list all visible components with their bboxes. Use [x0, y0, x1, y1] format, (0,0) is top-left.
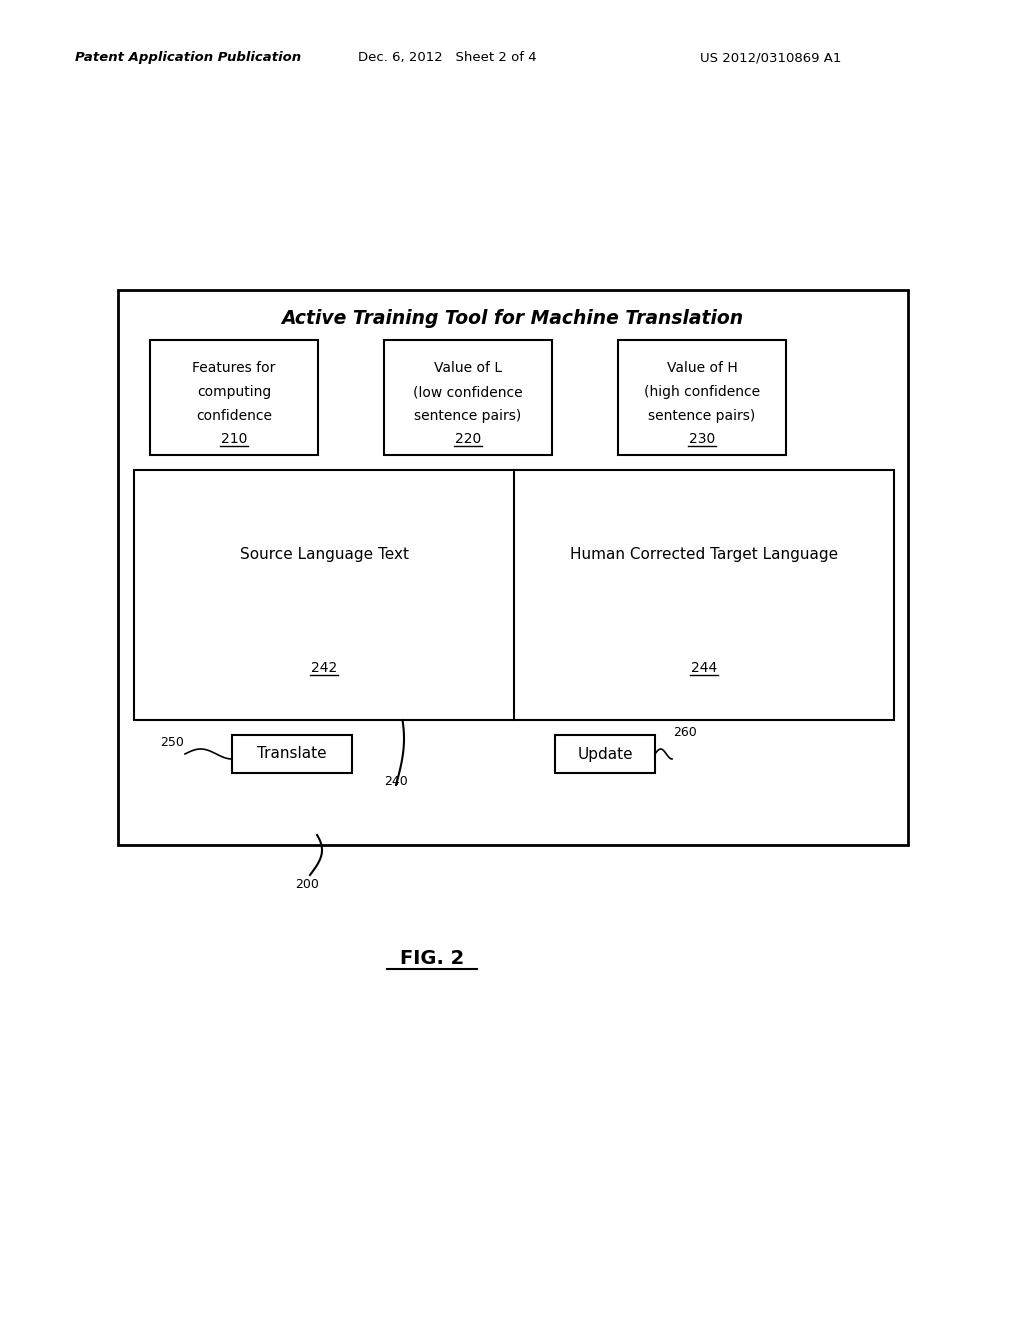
Text: Human Corrected Target Language: Human Corrected Target Language — [570, 548, 838, 562]
Text: computing: computing — [197, 385, 271, 399]
Text: Active Training Tool for Machine Translation: Active Training Tool for Machine Transla… — [281, 309, 743, 327]
Bar — [134, 470, 894, 719]
Text: Features for: Features for — [193, 360, 275, 375]
Text: 210: 210 — [221, 432, 247, 446]
Text: FIG. 2: FIG. 2 — [400, 949, 464, 968]
Text: confidence: confidence — [196, 409, 272, 422]
Text: Source Language Text: Source Language Text — [240, 548, 409, 562]
Bar — [555, 735, 655, 774]
Text: Update: Update — [578, 747, 633, 762]
Bar — [618, 341, 786, 455]
Text: 250: 250 — [160, 735, 184, 748]
Bar — [150, 341, 318, 455]
Text: 230: 230 — [689, 432, 715, 446]
Text: (high confidence: (high confidence — [644, 385, 760, 399]
Text: (low confidence: (low confidence — [414, 385, 523, 399]
Text: Translate: Translate — [257, 747, 327, 762]
Text: 240: 240 — [384, 775, 408, 788]
Text: sentence pairs): sentence pairs) — [415, 409, 521, 422]
Text: 200: 200 — [295, 878, 318, 891]
Text: US 2012/0310869 A1: US 2012/0310869 A1 — [700, 51, 842, 65]
Text: Value of L: Value of L — [434, 360, 502, 375]
Text: 260: 260 — [673, 726, 696, 739]
Text: Value of H: Value of H — [667, 360, 737, 375]
Text: 244: 244 — [691, 661, 717, 675]
Bar — [232, 735, 352, 774]
Text: sentence pairs): sentence pairs) — [648, 409, 756, 422]
Text: 242: 242 — [311, 661, 337, 675]
Text: Patent Application Publication: Patent Application Publication — [75, 51, 301, 65]
Text: 220: 220 — [455, 432, 481, 446]
Bar — [118, 290, 908, 845]
Bar — [384, 341, 552, 455]
Text: Dec. 6, 2012   Sheet 2 of 4: Dec. 6, 2012 Sheet 2 of 4 — [358, 51, 537, 65]
